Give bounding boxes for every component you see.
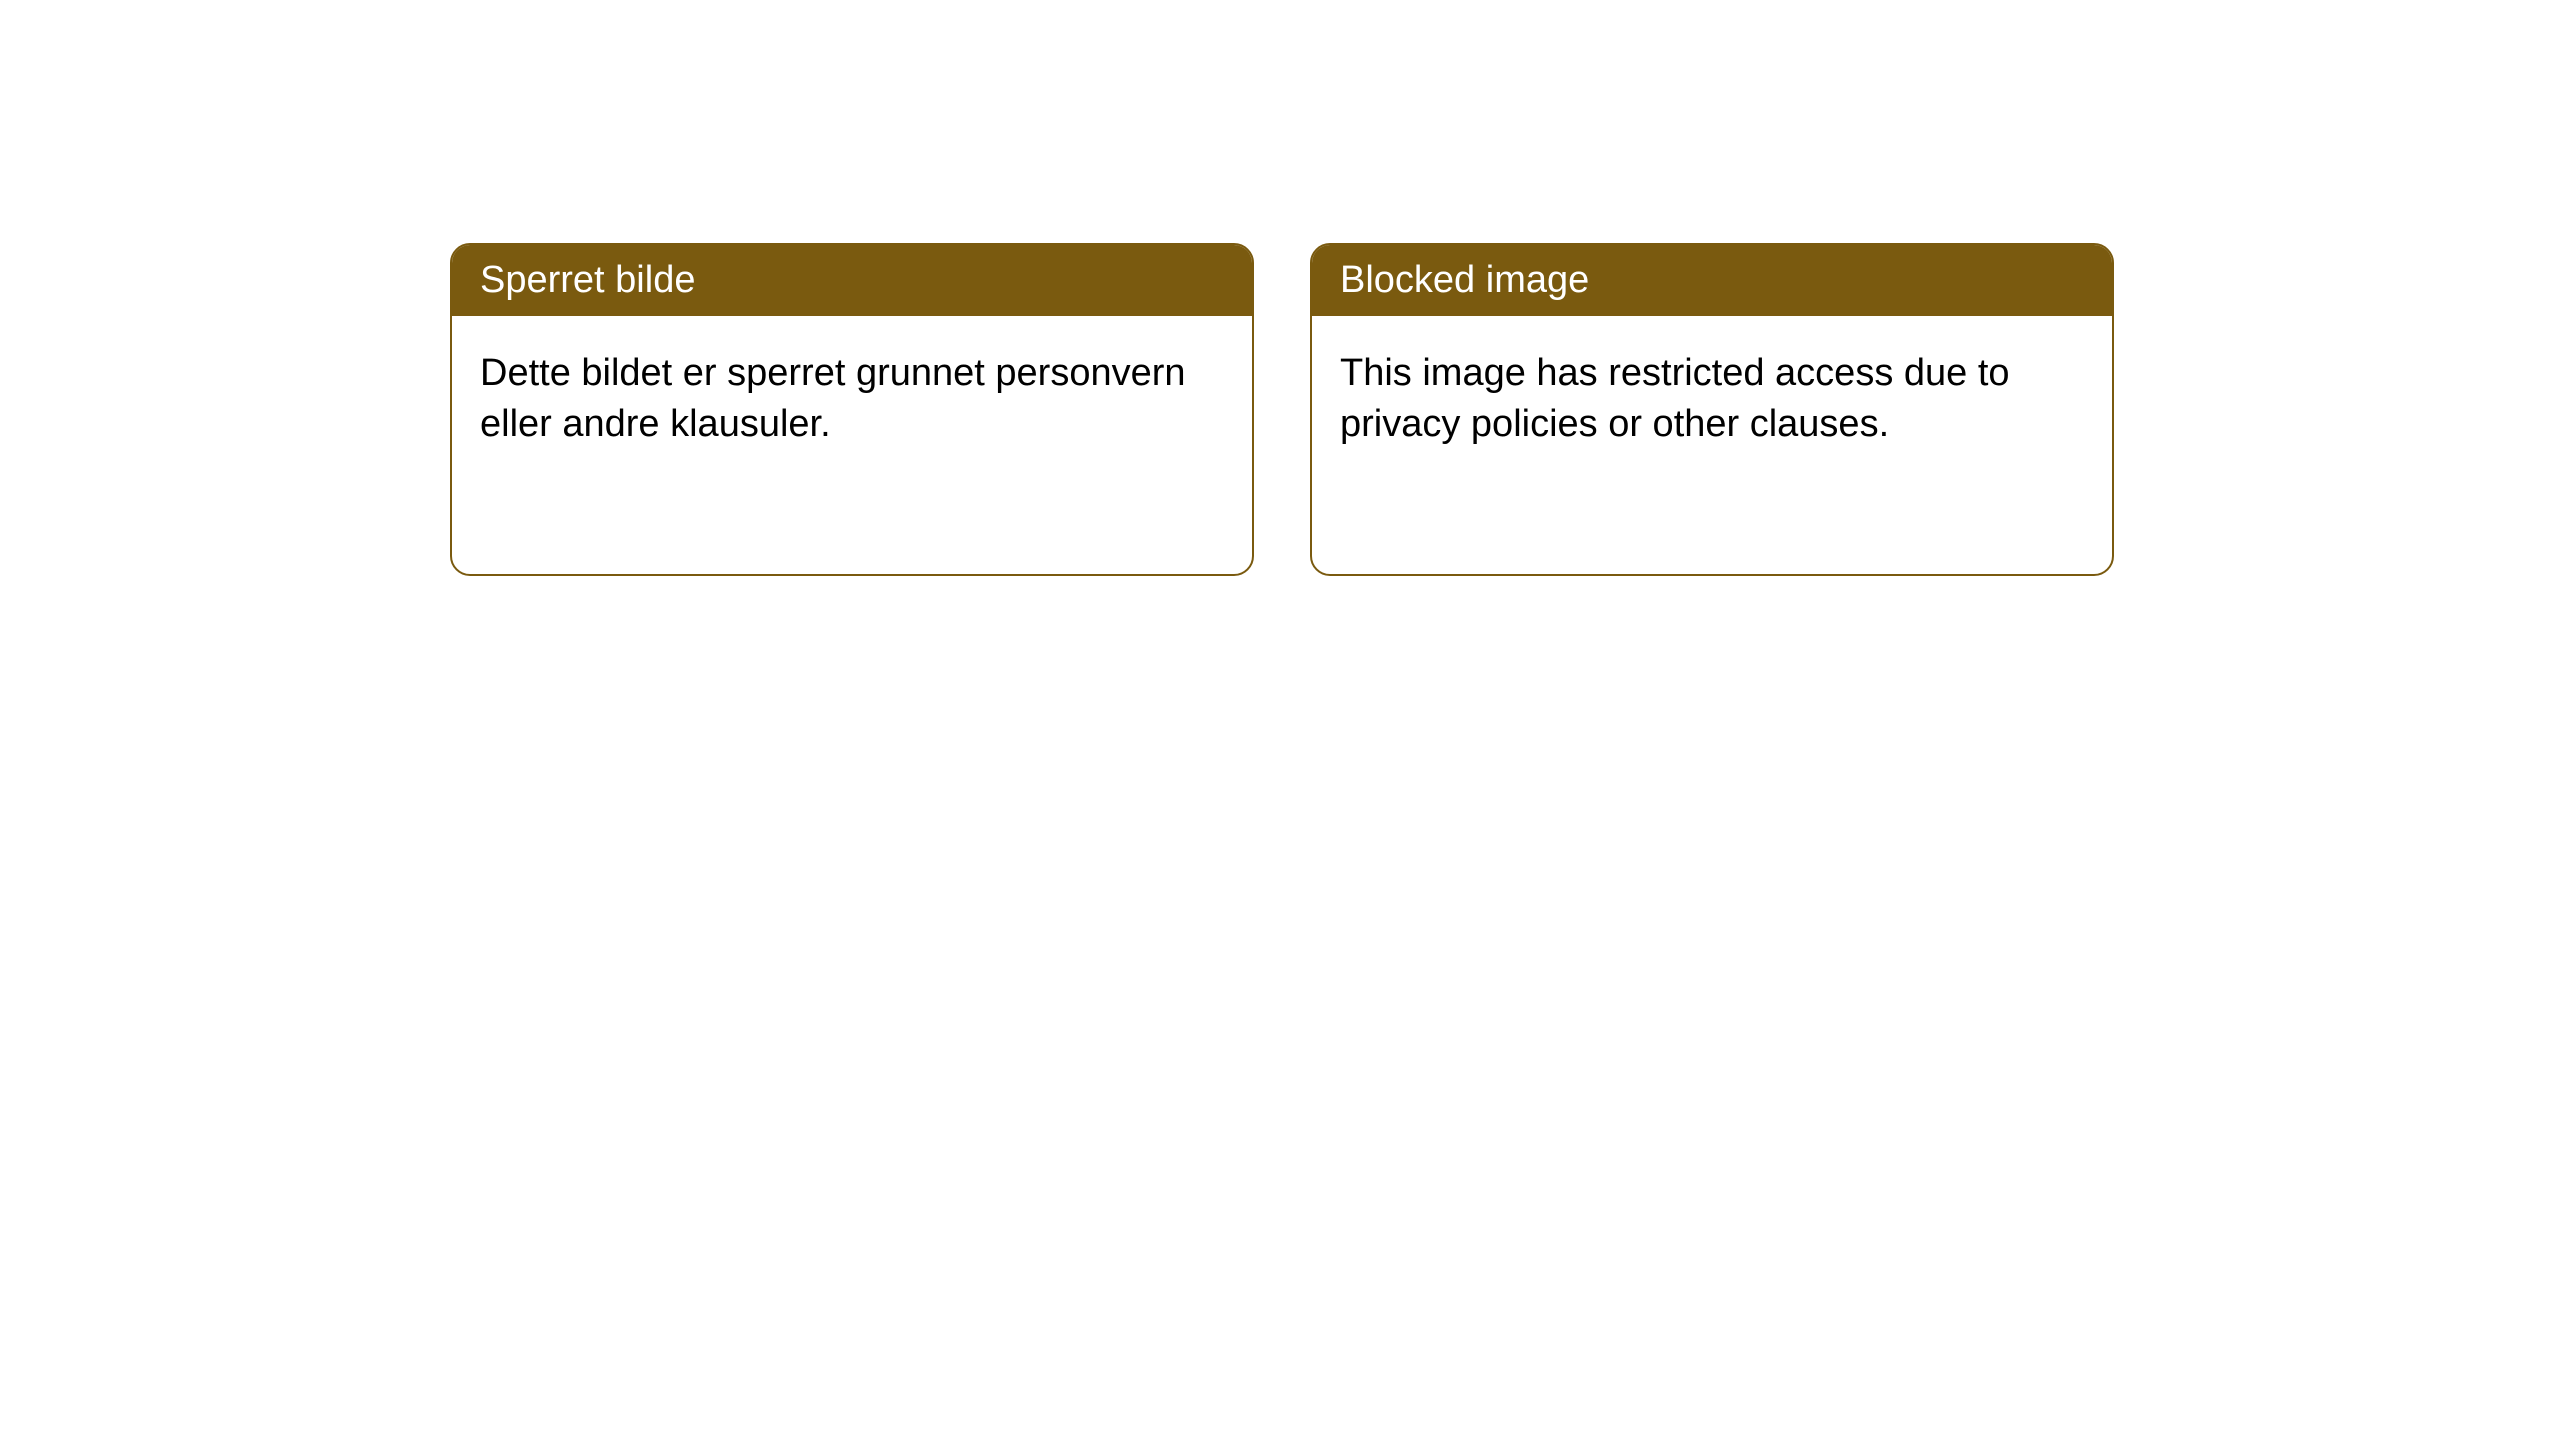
notice-cards-container: Sperret bilde Dette bildet er sperret gr… [450, 243, 2114, 576]
card-header: Blocked image [1312, 245, 2112, 316]
card-body: This image has restricted access due to … [1312, 316, 2112, 483]
card-title: Sperret bilde [480, 259, 695, 301]
card-header: Sperret bilde [452, 245, 1252, 316]
card-body: Dette bildet er sperret grunnet personve… [452, 316, 1252, 483]
notice-card-norwegian: Sperret bilde Dette bildet er sperret gr… [450, 243, 1254, 576]
card-body-text: This image has restricted access due to … [1340, 352, 2010, 445]
card-body-text: Dette bildet er sperret grunnet personve… [480, 352, 1186, 445]
notice-card-english: Blocked image This image has restricted … [1310, 243, 2114, 576]
card-title: Blocked image [1340, 259, 1589, 301]
